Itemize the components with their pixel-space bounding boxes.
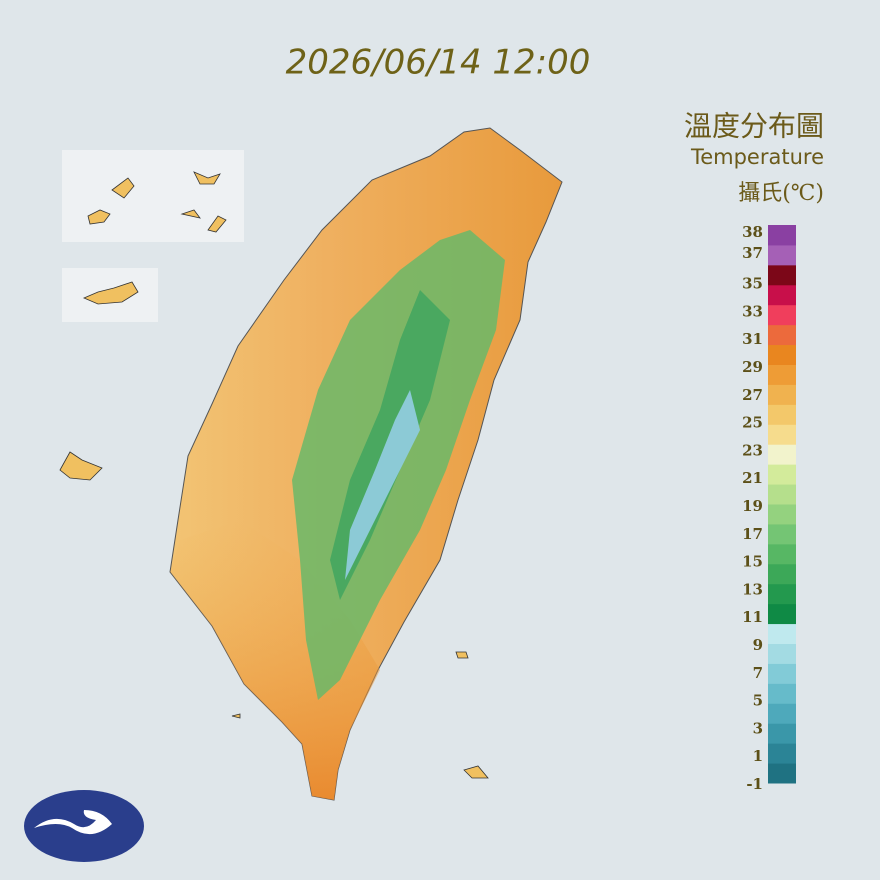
legend-unit: 攝氏(℃) [738,181,824,206]
legend-label: 35 [742,275,763,293]
legend-label: 27 [742,386,763,404]
legend-label: 1 [753,747,763,765]
legend-swatch [768,264,796,286]
south-warm [170,520,380,800]
legend-swatch [768,563,796,585]
legend-label: 25 [742,414,763,432]
legend-swatch [768,304,796,326]
legend-swatch [768,703,796,724]
legend-swatch [768,603,796,625]
legend-swatch [768,384,796,405]
legend-label: 5 [753,692,763,710]
legend-label: 31 [742,330,763,348]
legend-label: 17 [742,525,763,543]
legend-swatch [768,504,796,525]
legend-swatch [768,244,796,266]
legend-swatch [768,623,796,644]
timestamp: 2026/06/14 12:00 [286,43,591,83]
legend-swatch [768,743,796,764]
legend-label: 7 [753,664,763,682]
legend-title: 溫度分布圖 [684,110,824,143]
legend-label: 9 [753,636,763,654]
legend-label: 23 [742,441,763,459]
legend-swatch [768,763,796,784]
legend-subtitle: Temperature [690,145,824,169]
legend-label: 33 [742,302,763,320]
legend-swatch [768,543,796,565]
legend-label: 29 [742,358,763,376]
islands [59,171,489,779]
legend-label: 3 [753,719,763,737]
legend-label: 15 [742,553,763,571]
legend-label: 38 [742,223,763,241]
legend-swatch [768,663,796,684]
legend-swatch [768,643,796,664]
legend-swatch [768,324,796,346]
legend-label: 13 [742,580,763,598]
legend-label: -1 [746,775,763,793]
legend-swatch [768,225,796,246]
cwa-logo-mark [34,810,112,835]
legend-label: 19 [742,497,763,515]
legend-swatch [768,364,796,385]
legend-swatch [768,424,796,445]
legend-swatch [768,723,796,744]
legend-label: 11 [742,608,763,626]
legend-swatch [768,583,796,605]
legend-swatch [768,683,796,704]
legend-swatch [768,464,796,485]
legend-label: 21 [742,469,763,487]
legend-swatch [768,523,796,545]
legend-label: 37 [742,244,763,262]
legend-swatch [768,404,796,425]
legend-swatch [768,484,796,505]
legend-swatch [768,444,796,465]
peaks [345,390,420,580]
legend-swatch [768,344,796,365]
legend-swatch [768,284,796,306]
cwa-logo [24,790,144,862]
